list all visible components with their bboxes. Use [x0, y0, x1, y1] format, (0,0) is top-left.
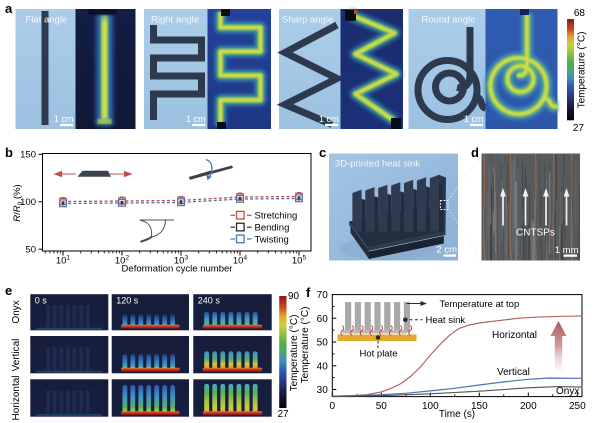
svg-text:70: 70 — [317, 290, 329, 301]
svg-text:d: d — [471, 145, 479, 160]
svg-text:2 cm: 2 cm — [436, 245, 457, 256]
svg-text:Right angle: Right angle — [151, 15, 199, 26]
svg-text:250: 250 — [569, 401, 586, 412]
svg-text:R/R0 (%): R/R0 (%) — [12, 184, 24, 221]
svg-text:b: b — [5, 145, 13, 160]
svg-text:Temperature at top: Temperature at top — [440, 299, 520, 310]
svg-text:101: 101 — [56, 255, 71, 267]
svg-text:Temperature (°C): Temperature (°C) — [577, 32, 588, 109]
svg-text:120 s: 120 s — [116, 296, 139, 306]
svg-text:100: 100 — [20, 197, 36, 208]
svg-text:a: a — [5, 1, 13, 16]
svg-text:Deformation cycle number: Deformation cycle number — [122, 264, 233, 275]
svg-text:90: 90 — [288, 291, 300, 302]
svg-text:50: 50 — [376, 401, 388, 412]
svg-text:e: e — [5, 283, 12, 298]
svg-text:1 cm: 1 cm — [464, 114, 484, 124]
svg-text:c: c — [319, 145, 326, 160]
svg-text:f: f — [306, 285, 311, 300]
svg-text:0 s: 0 s — [35, 296, 48, 306]
svg-text:150: 150 — [20, 150, 36, 161]
svg-text:Vertical: Vertical — [11, 339, 22, 372]
svg-text:50: 50 — [317, 338, 329, 349]
svg-text:1 cm: 1 cm — [186, 114, 206, 124]
svg-text:3D-printed heat sink: 3D-printed heat sink — [335, 159, 420, 170]
svg-text:Stretching: Stretching — [255, 211, 298, 222]
svg-text:200: 200 — [520, 401, 537, 412]
svg-text:Onyx: Onyx — [556, 386, 579, 397]
svg-text:27: 27 — [278, 409, 290, 420]
svg-text:Horizontal: Horizontal — [492, 330, 537, 341]
svg-text:150: 150 — [471, 401, 488, 412]
svg-text:Flat angle: Flat angle — [26, 15, 68, 26]
svg-text:105: 105 — [292, 255, 307, 267]
svg-text:Bending: Bending — [255, 223, 290, 234]
svg-text:40: 40 — [317, 361, 329, 372]
svg-text:Onyx: Onyx — [11, 300, 22, 323]
svg-text:1 mm: 1 mm — [555, 245, 579, 256]
svg-text:50: 50 — [25, 245, 36, 256]
svg-text:68: 68 — [574, 8, 586, 19]
svg-text:Sharp angle: Sharp angle — [282, 15, 333, 26]
svg-text:Temperature (°C): Temperature (°C) — [289, 315, 300, 392]
svg-text:Hot plate: Hot plate — [359, 349, 397, 360]
svg-text:Horizontal: Horizontal — [11, 375, 22, 420]
svg-text:0: 0 — [330, 401, 336, 412]
svg-text:60: 60 — [317, 314, 329, 325]
svg-text:1 cm: 1 cm — [319, 114, 339, 124]
svg-text:Vertical: Vertical — [497, 367, 530, 378]
svg-text:Twisting: Twisting — [255, 234, 289, 245]
svg-text:240 s: 240 s — [198, 296, 221, 306]
svg-text:27: 27 — [573, 123, 585, 134]
svg-text:Time (s): Time (s) — [439, 409, 475, 420]
svg-text:104: 104 — [233, 255, 248, 267]
svg-text:CNTSPs: CNTSPs — [516, 228, 555, 239]
svg-text:1 cm: 1 cm — [54, 114, 74, 124]
svg-text:100: 100 — [422, 401, 439, 412]
svg-text:Temperature (°C): Temperature (°C) — [300, 307, 311, 384]
svg-text:Round angle: Round angle — [422, 15, 476, 26]
svg-text:Heat sink: Heat sink — [426, 315, 466, 326]
svg-text:30: 30 — [317, 385, 329, 396]
